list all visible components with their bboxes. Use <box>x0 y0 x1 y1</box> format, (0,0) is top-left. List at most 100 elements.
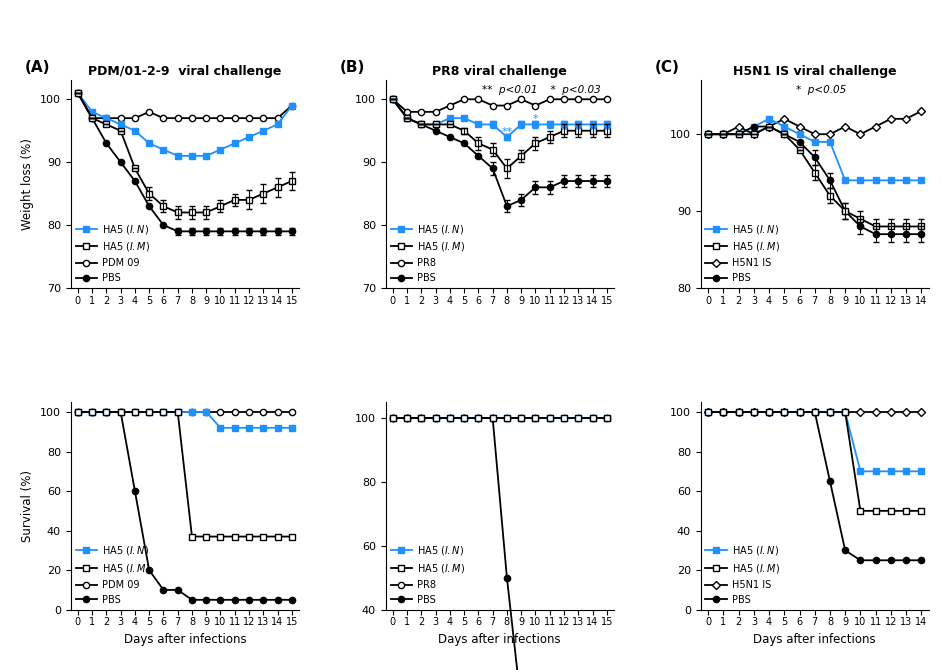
HA5 $(I.N)$ <box>286 424 297 432</box>
HA5 $(I.N)$ <box>718 130 729 138</box>
PR8 <box>516 414 527 422</box>
PBS <box>472 152 484 160</box>
PBS <box>824 477 835 485</box>
HA5 $(I.N)$ <box>129 408 141 416</box>
PDM 09 <box>101 114 112 122</box>
PDM 09 <box>215 408 226 416</box>
PBS <box>430 414 441 422</box>
Text: (C): (C) <box>655 60 680 74</box>
HA5 $(I.N)$ <box>115 121 126 129</box>
PBS <box>587 177 598 185</box>
HA5 $(I.N)$ <box>558 121 570 129</box>
HA5 $(I.N)$ <box>839 176 851 184</box>
PBS <box>187 596 198 604</box>
HA5 $(I.M)$ <box>748 408 759 416</box>
PR8 <box>558 95 570 103</box>
HA5 $(I.N)$ <box>870 176 882 184</box>
PBS <box>764 408 775 416</box>
Line: PBS: PBS <box>705 409 924 563</box>
PR8 <box>601 414 612 422</box>
HA5 $(I.N)$ <box>272 121 283 129</box>
HA5 $(I.N)$ <box>388 95 399 103</box>
HA5 $(I.N)$ <box>87 108 98 116</box>
PBS <box>839 546 851 554</box>
HA5 $(I.M)$ <box>854 215 866 223</box>
HA5 $(I.M)$ <box>388 414 399 422</box>
H5N1 IS <box>779 115 790 123</box>
PBS <box>172 227 183 235</box>
PR8 <box>472 95 484 103</box>
HA5 $(I.M)$ <box>733 130 744 138</box>
H5N1 IS <box>779 408 790 416</box>
HA5 $(I.M)$ <box>402 114 413 122</box>
HA5 $(I.N)$ <box>257 424 269 432</box>
PBS <box>718 130 729 138</box>
PDM 09 <box>229 114 240 122</box>
HA5 $(I.N)$ <box>587 121 598 129</box>
HA5 $(I.M)$ <box>572 127 584 135</box>
HA5 $(I.M)$ <box>870 507 882 515</box>
HA5 $(I.N)$ <box>101 408 112 416</box>
PBS <box>748 123 759 131</box>
Line: PBS: PBS <box>74 409 295 603</box>
HA5 $(I.N)$ <box>572 121 584 129</box>
PBS <box>416 414 427 422</box>
HA5 $(I.N)$ <box>779 123 790 131</box>
PDM 09 <box>272 114 283 122</box>
PR8 <box>416 108 427 116</box>
HA5 $(I.M)$ <box>558 127 570 135</box>
HA5 $(I.N)$ <box>824 408 835 416</box>
HA5 $(I.N)$ <box>530 121 541 129</box>
HA5 $(I.M)$ <box>257 533 269 541</box>
PR8 <box>601 95 612 103</box>
HA5 $(I.N)$ <box>143 408 155 416</box>
PR8 <box>416 414 427 422</box>
PBS <box>502 574 513 582</box>
HA5 $(I.N)$ <box>916 467 927 475</box>
HA5 $(I.M)$ <box>101 121 112 129</box>
PBS <box>703 130 714 138</box>
HA5 $(I.M)$ <box>703 408 714 416</box>
HA5 $(I.N)$ <box>215 145 226 153</box>
H5N1 IS <box>901 115 912 123</box>
PR8 <box>487 102 498 110</box>
PBS <box>916 230 927 238</box>
PBS <box>201 596 212 604</box>
PBS <box>458 139 470 147</box>
PBS <box>388 95 399 103</box>
HA5 $(I.M)$ <box>916 507 927 515</box>
HA5 $(I.M)$ <box>885 507 897 515</box>
HA5 $(I.M)$ <box>430 121 441 129</box>
HA5 $(I.N)$ <box>748 408 759 416</box>
H5N1 IS <box>718 130 729 138</box>
HA5 $(I.M)$ <box>779 130 790 138</box>
HA5 $(I.N)$ <box>472 414 484 422</box>
Legend: HA5 $(I.N)$, HA5 $(I.M)$, PR8, PBS: HA5 $(I.N)$, HA5 $(I.M)$, PR8, PBS <box>390 544 465 605</box>
Y-axis label: Weight loss (%): Weight loss (%) <box>22 138 35 230</box>
HA5 $(I.N)$ <box>243 133 255 141</box>
H5N1 IS <box>703 408 714 416</box>
PDM 09 <box>187 114 198 122</box>
HA5 $(I.M)$ <box>430 414 441 422</box>
HA5 $(I.M)$ <box>201 208 212 216</box>
PR8 <box>458 95 470 103</box>
H5N1 IS <box>885 115 897 123</box>
HA5 $(I.M)$ <box>458 127 470 135</box>
PBS <box>257 227 269 235</box>
PBS <box>516 196 527 204</box>
H5N1 IS <box>764 408 775 416</box>
PBS <box>544 184 555 192</box>
PBS <box>73 89 84 97</box>
PDM 09 <box>87 408 98 416</box>
PBS <box>87 114 98 122</box>
PR8 <box>544 95 555 103</box>
PBS <box>143 202 155 210</box>
HA5 $(I.M)$ <box>143 190 155 198</box>
PR8 <box>388 414 399 422</box>
HA5 $(I.N)$ <box>458 114 470 122</box>
HA5 $(I.M)$ <box>718 130 729 138</box>
Line: PR8: PR8 <box>389 96 610 115</box>
PBS <box>870 556 882 564</box>
PBS <box>272 227 283 235</box>
Text: (B): (B) <box>340 60 365 74</box>
